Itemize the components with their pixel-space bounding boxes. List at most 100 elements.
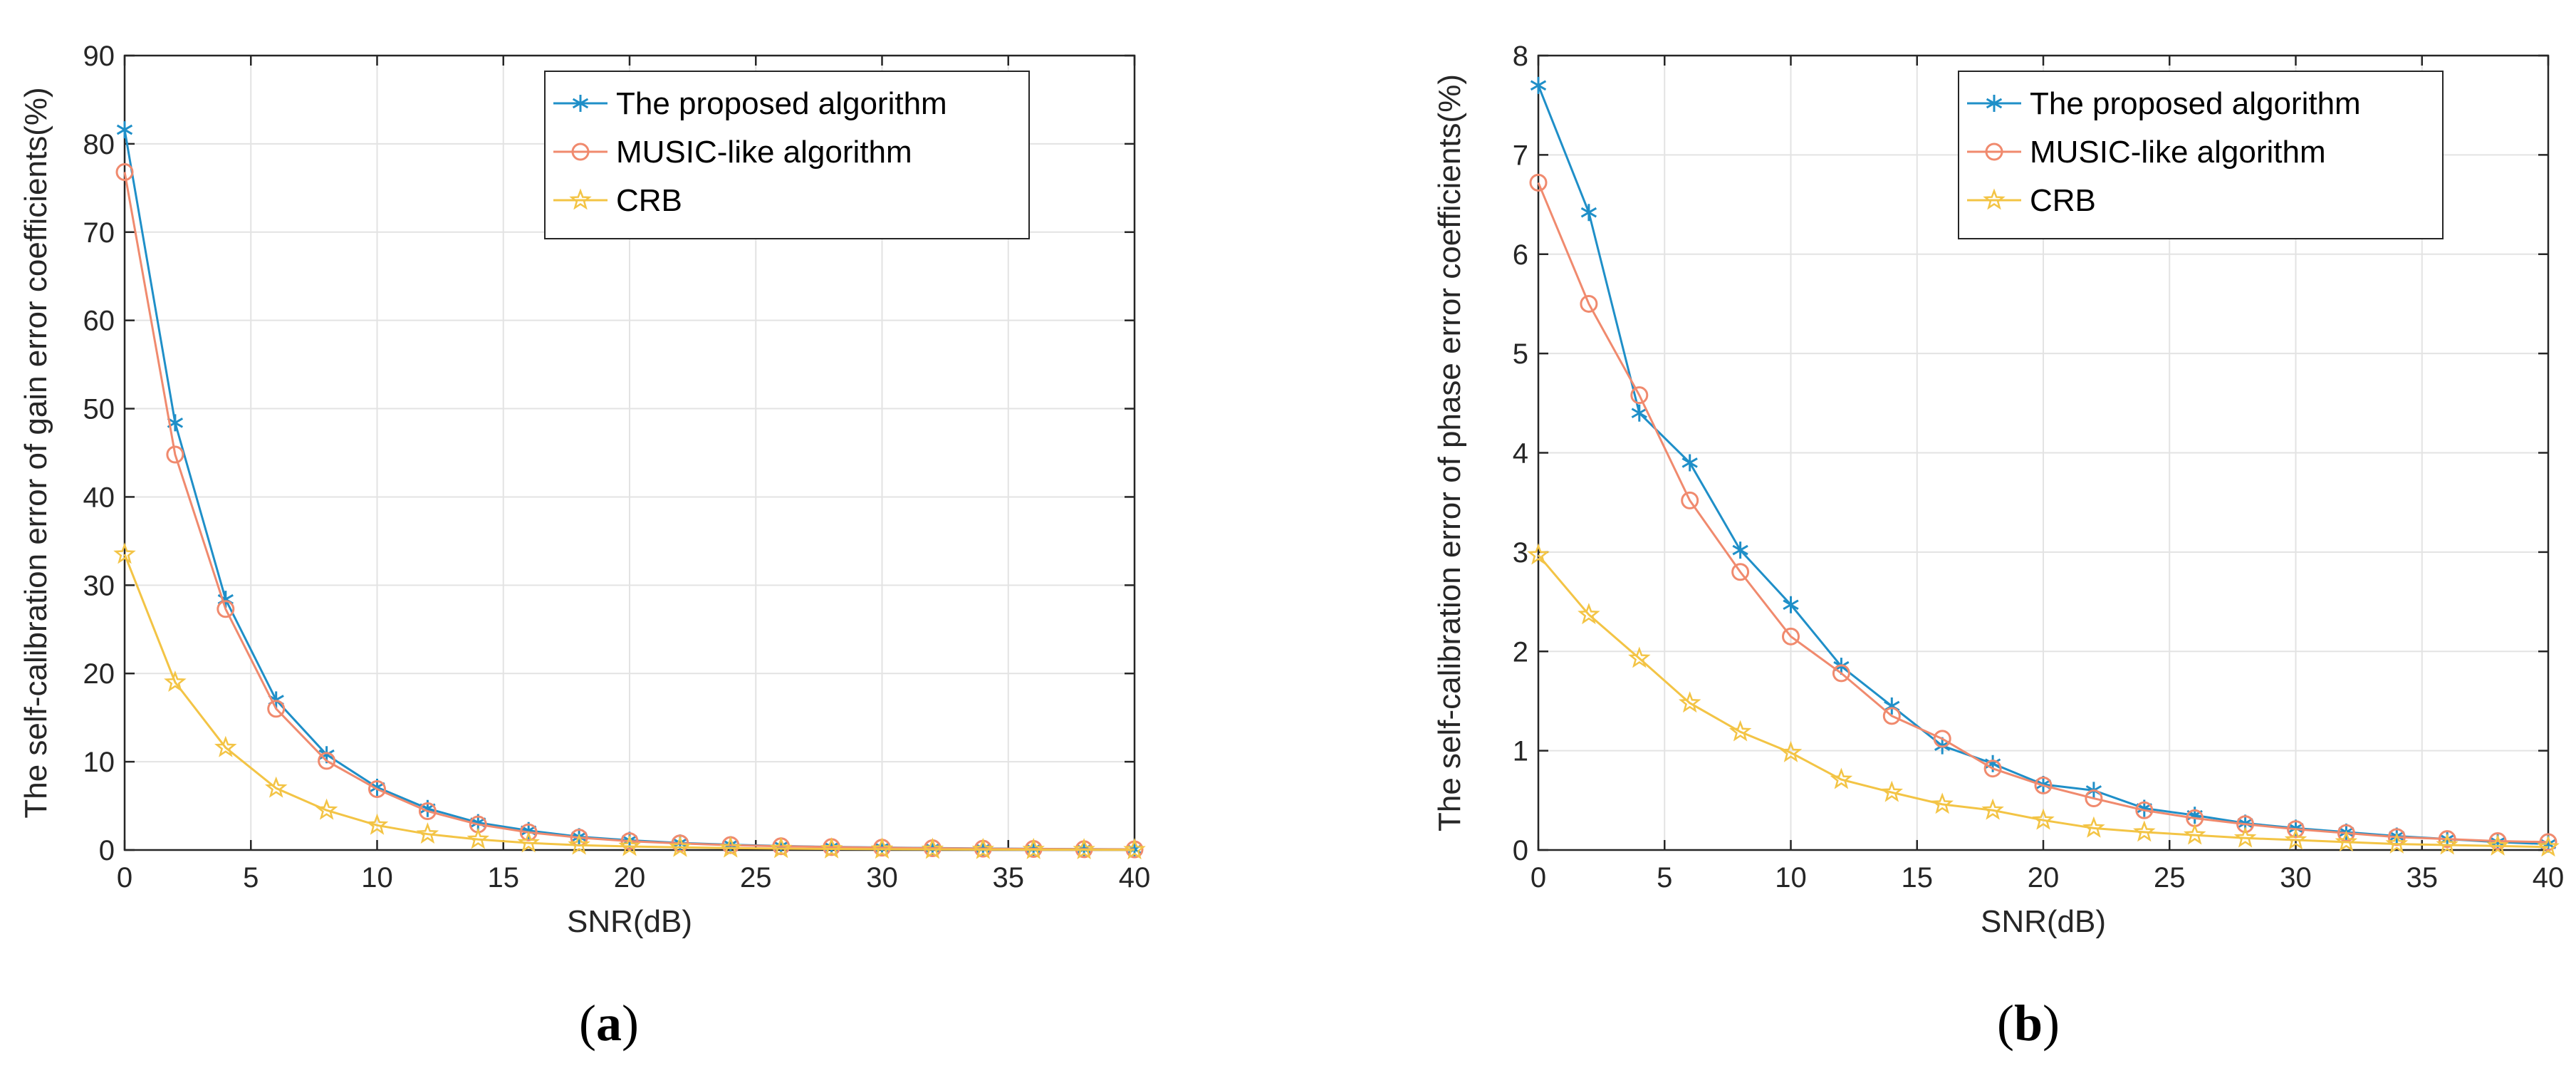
- data-point: [769, 836, 793, 859]
- data-point: [2034, 776, 2053, 794]
- chart-phase-error: 0 5 10 15 20 25 30 35 40 0 1 2 3 4 5 6 7 8 SNR(dB) The self…: [1432, 41, 2564, 1052]
- data-point: [116, 121, 133, 139]
- y-tick-label: 80: [83, 129, 115, 160]
- legend-swatch-marker: [1983, 188, 2006, 210]
- series-circle: [1529, 173, 2557, 851]
- data-point: [2133, 820, 2156, 842]
- x-axis-label: SNR(dB): [1981, 904, 2106, 939]
- legend: The proposed algorithm MUSIC-like algorit…: [544, 71, 1030, 239]
- data-point: [1832, 664, 1850, 683]
- legend-box: [544, 71, 1030, 239]
- data-point: [416, 822, 439, 844]
- data-point: [267, 700, 286, 718]
- data-point: [113, 542, 136, 564]
- data-point: [1580, 204, 1597, 222]
- data-point: [1123, 838, 1146, 860]
- data-point: [870, 837, 894, 859]
- y-tick-label: 7: [1513, 140, 1528, 171]
- series-line: [123, 554, 1135, 851]
- y-tick-label: 6: [1513, 239, 1528, 271]
- data-point: [2236, 815, 2255, 834]
- data-point: [365, 813, 389, 835]
- data-point: [1529, 173, 1548, 192]
- legend-entry: The proposed algorithm: [616, 86, 947, 121]
- data-point: [2337, 824, 2355, 842]
- data-point: [1022, 837, 1045, 859]
- data-point: [1681, 454, 1698, 472]
- y-tick-label: 5: [1513, 338, 1528, 370]
- data-point: [214, 735, 237, 757]
- y-tick-label: 3: [1513, 537, 1528, 569]
- x-tick-label: 30: [866, 862, 898, 893]
- y-tick-label: 2: [1513, 636, 1528, 668]
- data-point: [2438, 830, 2456, 849]
- y-tick-label: 4: [1513, 438, 1528, 470]
- data-point: [1931, 792, 1954, 814]
- data-point: [2335, 830, 2358, 852]
- data-point: [1580, 294, 1598, 313]
- y-tick-label: 70: [83, 217, 115, 249]
- data-point: [2284, 828, 2308, 850]
- y-tick-label: 60: [83, 306, 115, 337]
- data-point: [1578, 603, 1600, 625]
- legend: The proposed algorithm MUSIC-like algorit…: [1958, 71, 2444, 239]
- data-point: [1527, 543, 1550, 565]
- data-point: [618, 834, 641, 856]
- data-point: [315, 798, 338, 820]
- x-tick-label: 20: [2028, 862, 2060, 893]
- y-tick-label: 40: [83, 482, 115, 513]
- data-point: [2436, 833, 2458, 855]
- data-point: [2385, 832, 2409, 854]
- y-axis-label: The self-calibration error of phase erro…: [1432, 74, 1467, 831]
- data-point: [1630, 386, 1649, 405]
- panel-label: (b): [1997, 995, 2060, 1052]
- data-point: [418, 802, 437, 820]
- y-tick-label: 0: [1513, 835, 1528, 866]
- y-tick-label: 8: [1513, 41, 1528, 72]
- x-tick-label: 0: [1531, 862, 1546, 893]
- data-point: [971, 837, 995, 859]
- legend-swatch-marker: [1985, 142, 2003, 161]
- legend-swatch-marker: [569, 188, 592, 210]
- legend-entry: The proposed algorithm: [2030, 86, 2361, 121]
- legend-swatch-marker: [571, 142, 590, 161]
- x-tick-label: 10: [1775, 862, 1807, 893]
- x-tick-label: 40: [2533, 862, 2565, 893]
- data-point: [2135, 801, 2154, 819]
- data-point: [2082, 816, 2105, 838]
- data-point: [166, 445, 184, 464]
- x-tick-label: 30: [2280, 862, 2312, 893]
- data-point: [1530, 76, 1547, 94]
- legend-entry: CRB: [616, 183, 682, 218]
- data-point: [368, 780, 386, 799]
- legend-swatch-marker: [572, 95, 589, 112]
- data-point: [1933, 730, 1951, 748]
- chart-gain-error: 0 5 10 15 20 25 30 35 40 0 10 20 30 40 50 60 70 80 90 SNR(d…: [19, 41, 1150, 1052]
- x-tick-label: 40: [1119, 862, 1151, 893]
- legend-entry: MUSIC-like algorithm: [616, 135, 912, 170]
- data-point: [669, 835, 692, 857]
- series-pentagram: [1527, 543, 2560, 857]
- series-pentagram: [113, 542, 1146, 860]
- x-tick-label: 15: [1902, 862, 1934, 893]
- y-axis-label: The self-calibration error of gain error…: [19, 87, 53, 818]
- panel-label: (a): [579, 995, 639, 1052]
- legend-entry: CRB: [2030, 183, 2096, 218]
- data-point: [1783, 596, 1799, 613]
- data-point: [820, 836, 843, 859]
- series-line: [1537, 182, 2549, 844]
- data-point: [318, 752, 336, 770]
- data-point: [1882, 707, 1901, 725]
- x-tick-label: 5: [243, 862, 259, 893]
- data-point: [1782, 627, 1800, 646]
- x-axis-label: SNR(dB): [567, 904, 692, 939]
- data-point: [2233, 826, 2257, 848]
- data-point: [517, 831, 540, 853]
- legend-box: [1958, 71, 2444, 239]
- x-tick-label: 20: [614, 862, 646, 893]
- data-point: [1779, 740, 1803, 762]
- x-tick-label: 10: [361, 862, 393, 893]
- x-tick-label: 0: [117, 862, 132, 893]
- data-point: [519, 823, 538, 841]
